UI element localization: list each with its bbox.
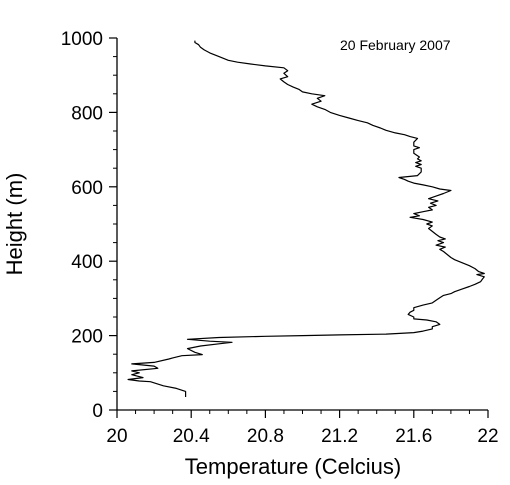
y-axis-ticks: 0 200 400 600 800 1000 bbox=[61, 29, 117, 422]
x-tick-label: 20 bbox=[106, 426, 127, 447]
axes bbox=[116, 38, 488, 411]
x-axis-title: Temperature (Celcius) bbox=[185, 454, 401, 479]
y-tick-label: 200 bbox=[71, 327, 103, 348]
y-tick-label: 0 bbox=[92, 401, 103, 422]
series-layer bbox=[127, 40, 485, 397]
temperature-profile-line bbox=[127, 40, 485, 397]
x-tick-label: 21.6 bbox=[395, 426, 432, 447]
x-tick-label: 22 bbox=[477, 426, 498, 447]
y-tick-label: 1000 bbox=[61, 29, 103, 50]
x-tick-label: 20.4 bbox=[173, 426, 210, 447]
y-tick-label: 800 bbox=[71, 103, 103, 124]
y-tick-label: 400 bbox=[71, 252, 103, 273]
x-tick-label: 20.8 bbox=[247, 426, 284, 447]
x-axis-ticks: 20 20.4 20.8 21.2 21.6 22 bbox=[106, 410, 499, 447]
x-tick-label: 21.2 bbox=[321, 426, 358, 447]
y-axis-title: Height (m) bbox=[2, 173, 27, 276]
y-tick-label: 600 bbox=[71, 178, 103, 199]
date-annotation: 20 February 2007 bbox=[340, 37, 451, 53]
